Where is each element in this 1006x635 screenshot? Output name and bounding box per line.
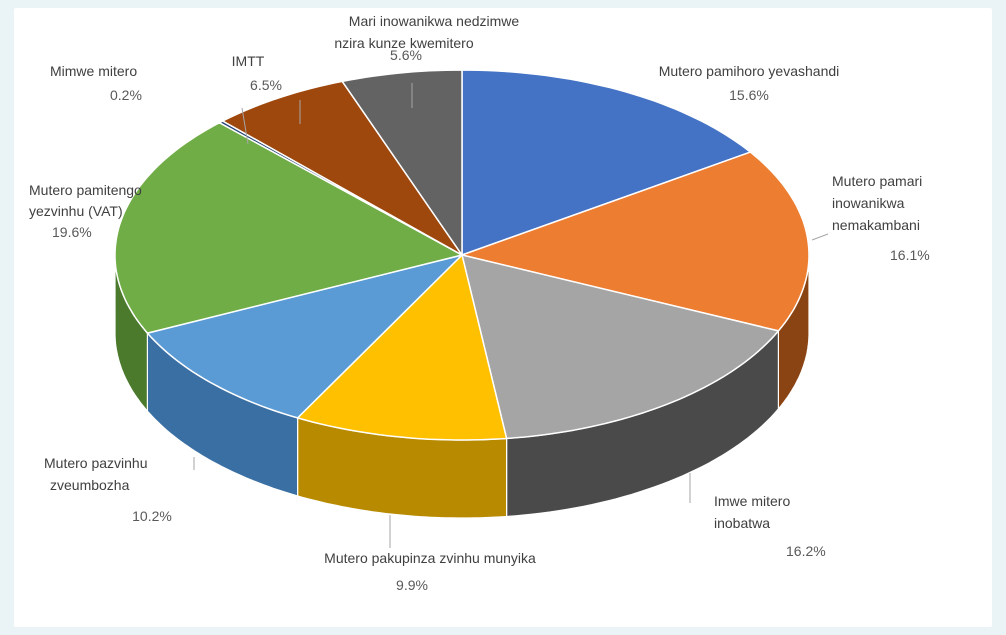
slice-label-3-line-1: Imwe mitero — [714, 493, 790, 509]
slice-value-6: 19.6% — [52, 224, 92, 240]
slice-label-9-line-2: nzira kunze kwemitero — [334, 35, 473, 51]
slice-value-1: 15.6% — [729, 87, 769, 103]
slice-label-7-line-1: Mimwe mitero — [50, 63, 137, 79]
slice-value-4: 9.9% — [396, 577, 428, 593]
slice-label-1-line-1: Mutero pamihoro yevashandi — [659, 63, 840, 79]
leader-lines — [193, 83, 829, 548]
pie-slice-1 — [461, 69, 752, 256]
slice-value-3: 16.2% — [786, 543, 826, 559]
pie-slice-6 — [114, 121, 463, 334]
slice-sides — [114, 255, 810, 519]
pie-slice-4 — [296, 254, 508, 441]
data-labels: Mutero pamihoro yevashandi 15.6% Mutero pa… — [29, 13, 930, 593]
slice-label-2-line-3: nemakambani — [832, 217, 920, 233]
chart-area: Mutero pamihoro yevashandi 15.6% Mutero pa… — [14, 8, 992, 627]
pie-chart: Mutero pamihoro yevashandi 15.6% Mutero pa… — [29, 13, 930, 593]
pie-slice-8 — [221, 80, 463, 256]
slice-label-9-line-1: Mari inowanikwa nedzimwe — [349, 13, 520, 29]
slice-value-7: 0.2% — [110, 87, 142, 103]
slice-label-5-line-1: Mutero pazvinhu — [44, 455, 148, 471]
pie-slice-5 — [146, 254, 463, 419]
slice-label-4-line-1: Mutero pakupinza zvinhu munyika — [324, 550, 536, 566]
slice-label-2-line-2: inowanikwa — [832, 195, 905, 211]
slice-label-8-line-1: IMTT — [232, 53, 265, 69]
slice-label-6-line-1: Mutero pamitengo — [29, 182, 142, 198]
slice-tops — [114, 69, 810, 441]
pie-slice-3 — [461, 254, 780, 440]
slice-value-8: 6.5% — [250, 77, 282, 93]
slice-label-6-line-2: yezvinhu (VAT) — [29, 203, 123, 219]
slice-label-2-line-1: Mutero pamari — [832, 173, 922, 189]
leader-line-7 — [241, 107, 249, 145]
pie-slice-9 — [341, 69, 463, 256]
slice-value-5: 10.2% — [132, 508, 172, 524]
slice-label-3-line-2: inobatwa — [714, 515, 770, 531]
slice-value-2: 16.1% — [890, 247, 930, 263]
slice-value-9: 5.6% — [390, 47, 422, 63]
pie-slice-2 — [461, 151, 810, 332]
slice-label-5-line-2: zveumbozha — [50, 477, 130, 493]
leader-line-2 — [811, 233, 829, 241]
